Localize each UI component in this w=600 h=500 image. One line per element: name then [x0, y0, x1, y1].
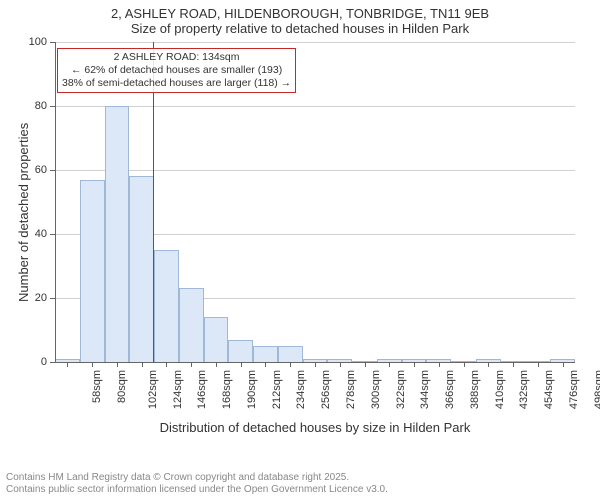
histogram-bar: [179, 288, 204, 362]
x-tick-label: 300sqm: [370, 370, 382, 409]
x-tick-label: 322sqm: [395, 370, 407, 409]
x-tick-label: 498sqm: [593, 370, 600, 409]
x-tick-label: 190sqm: [246, 370, 258, 409]
x-tick-label: 58sqm: [91, 370, 103, 403]
grid-line: [55, 42, 575, 43]
annotation-line-3: 38% of semi-detached houses are larger (…: [62, 77, 291, 90]
x-tick-label: 168sqm: [221, 370, 233, 409]
histogram-bar: [278, 346, 303, 362]
footer: Contains HM Land Registry data © Crown c…: [6, 472, 388, 496]
annotation-line-2: ← 62% of detached houses are smaller (19…: [62, 64, 291, 77]
x-tick-label: 388sqm: [469, 370, 481, 409]
annotation-line-1: 2 ASHLEY ROAD: 134sqm: [62, 51, 291, 64]
x-tick-label: 102sqm: [147, 370, 159, 409]
title-block: 2, ASHLEY ROAD, HILDENBOROUGH, TONBRIDGE…: [0, 0, 600, 36]
histogram-bar: [204, 317, 229, 362]
histogram-bar: [105, 106, 130, 362]
grid-line: [55, 170, 575, 171]
x-tick-label: 432sqm: [518, 370, 530, 409]
x-tick-label: 366sqm: [444, 370, 456, 409]
x-tick-label: 146sqm: [197, 370, 209, 409]
x-tick-label: 476sqm: [568, 370, 580, 409]
title-line-1: 2, ASHLEY ROAD, HILDENBOROUGH, TONBRIDGE…: [0, 6, 600, 21]
x-axis-line: [55, 362, 575, 363]
x-axis-title: Distribution of detached houses by size …: [55, 420, 575, 435]
annotation-box: 2 ASHLEY ROAD: 134sqm← 62% of detached h…: [57, 48, 296, 93]
x-tick-label: 256sqm: [320, 370, 332, 409]
grid-line: [55, 106, 575, 107]
histogram-bar: [228, 340, 253, 362]
chart-container: 2, ASHLEY ROAD, HILDENBOROUGH, TONBRIDGE…: [0, 0, 600, 500]
x-tick-label: 278sqm: [345, 370, 357, 409]
y-tick-label: 100: [17, 36, 47, 48]
x-tick-label: 124sqm: [172, 370, 184, 409]
y-tick-label: 80: [17, 100, 47, 112]
histogram-bar: [129, 176, 154, 362]
plot-area: 02040608010058sqm80sqm102sqm124sqm146sqm…: [55, 42, 575, 362]
histogram-bar: [80, 180, 105, 362]
y-axis-line: [55, 42, 56, 362]
histogram-bar: [154, 250, 179, 362]
y-axis-title: Number of detached properties: [16, 282, 31, 302]
title-line-2: Size of property relative to detached ho…: [0, 21, 600, 36]
x-tick-label: 454sqm: [543, 370, 555, 409]
histogram-bar: [253, 346, 278, 362]
x-tick-label: 410sqm: [494, 370, 506, 409]
footer-line-2: Contains public sector information licen…: [6, 484, 388, 496]
x-tick-label: 234sqm: [296, 370, 308, 409]
y-tick-label: 0: [17, 356, 47, 368]
x-tick-label: 80sqm: [116, 370, 128, 403]
footer-line-1: Contains HM Land Registry data © Crown c…: [6, 472, 388, 484]
x-tick-label: 344sqm: [419, 370, 431, 409]
x-tick-label: 212sqm: [271, 370, 283, 409]
